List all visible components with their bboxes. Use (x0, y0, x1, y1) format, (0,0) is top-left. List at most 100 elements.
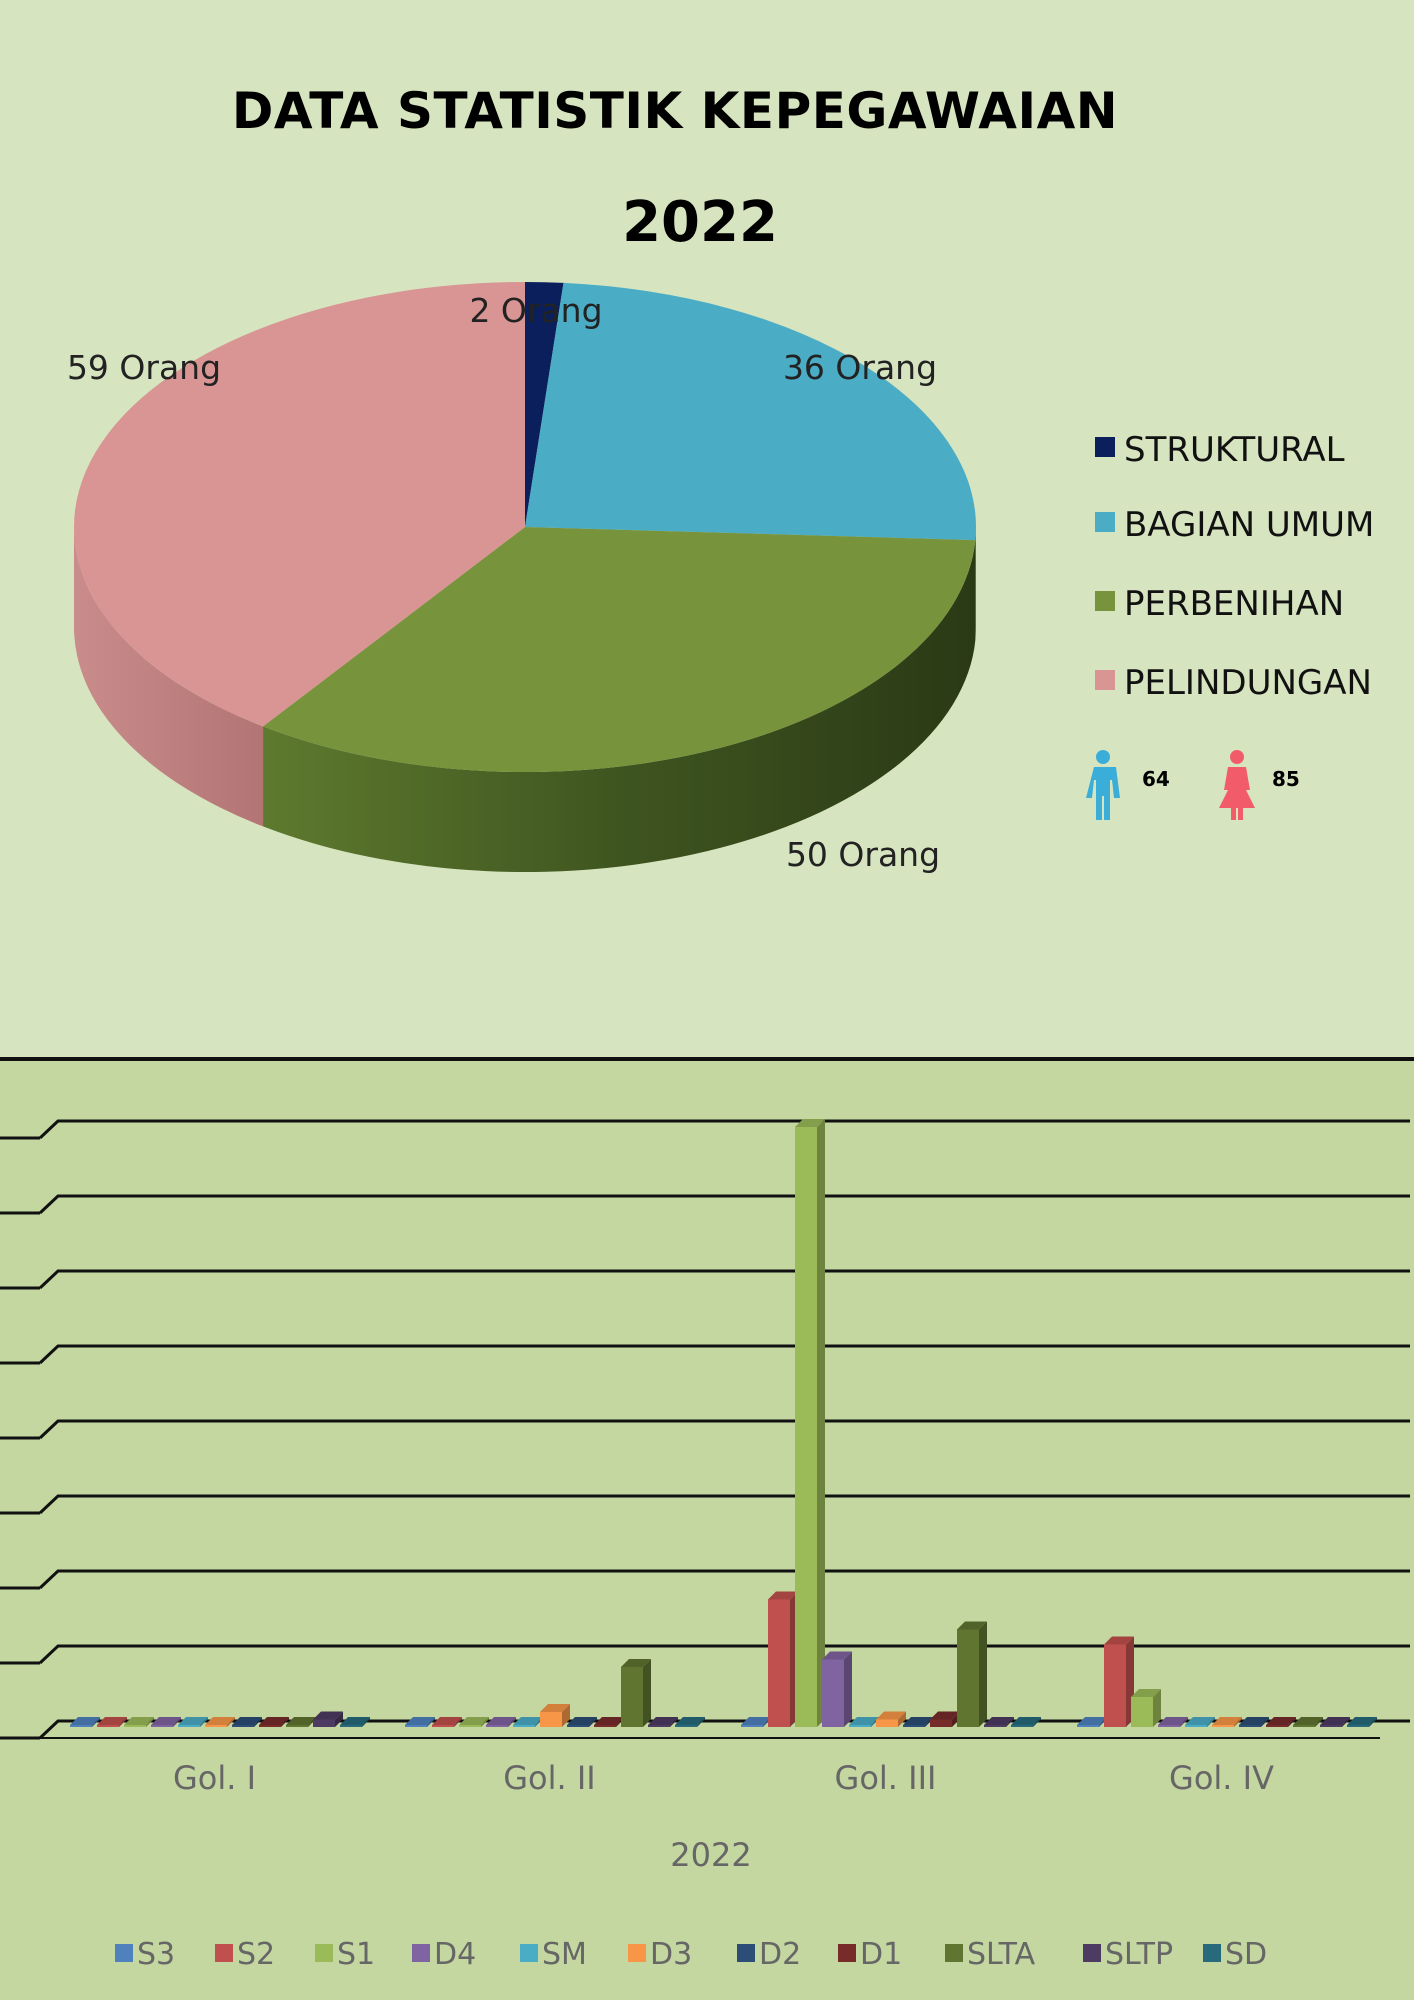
bar-s2-0 (97, 1717, 127, 1727)
gridline (38, 1344, 1410, 1365)
gender-counts: 64 85 (1086, 750, 1300, 820)
bar-d1-2 (930, 1711, 960, 1727)
bar-s1-3 (1131, 1689, 1161, 1727)
pie-slice-struktural (525, 282, 564, 527)
legend-swatch (412, 1944, 430, 1962)
bar-d1-1 (594, 1717, 624, 1727)
bar-d3-2 (876, 1711, 906, 1727)
gridline (38, 1644, 1410, 1665)
legend-label: D4 (434, 1937, 476, 1972)
legend-swatch (1095, 591, 1115, 611)
bar-sd-1 (675, 1717, 705, 1727)
section-divider (0, 1057, 1414, 1061)
x-axis-title: 2022 (670, 1836, 751, 1874)
bar-s1-1 (459, 1717, 489, 1727)
pie-slice-bagian-umum (525, 282, 977, 541)
gridline (38, 1194, 1410, 1215)
pie-data-label: 50 Orang (786, 835, 940, 874)
legend-swatch (215, 1944, 233, 1962)
bar-sltp-0 (313, 1711, 343, 1727)
gridline (38, 1119, 1410, 1140)
category-label: Gol. IV (1169, 1759, 1274, 1797)
bar-d3-1 (540, 1704, 570, 1727)
male-icon (1086, 750, 1120, 820)
category-label: Gol. II (503, 1759, 595, 1797)
gridline (38, 1419, 1410, 1440)
legend-label: D1 (860, 1937, 902, 1972)
legend-swatch (1095, 437, 1115, 457)
bar-d2-0 (232, 1717, 262, 1727)
legend-swatch (1083, 1944, 1101, 1962)
legend-swatch (315, 1944, 333, 1962)
bar-sltp-1 (648, 1717, 678, 1727)
legend-swatch (1203, 1944, 1221, 1962)
legend-swatch (945, 1944, 963, 1962)
bar-s3-2 (741, 1717, 771, 1727)
bar-chart: Gol. I Gol. II Gol. III Gol. IV 2022 S3 S2 S1… (0, 1119, 1410, 1972)
bar-d2-2 (903, 1717, 933, 1727)
bar-slta-1 (621, 1659, 651, 1727)
bar-sm-3 (1185, 1717, 1215, 1727)
bar-d4-0 (151, 1717, 181, 1727)
bar-d4-1 (486, 1717, 516, 1727)
legend-swatch (737, 1944, 755, 1962)
legend-swatch (628, 1944, 646, 1962)
pie-side-pelindungan (73, 527, 264, 827)
legend-label: SLTA (967, 1937, 1036, 1972)
legend-swatch (1095, 512, 1115, 532)
pie-data-label: 36 Orang (783, 348, 937, 387)
legend-label: BAGIAN UMUM (1124, 505, 1374, 545)
bar-sd-3 (1347, 1717, 1377, 1727)
pie-side-bagian-umum (975, 527, 976, 641)
bar-sltp-2 (984, 1717, 1014, 1727)
legend-swatch (1095, 670, 1115, 690)
bar-d2-3 (1239, 1717, 1269, 1727)
legend-label: D2 (759, 1937, 801, 1972)
page-title: DATA STATISTIK KEPEGAWAIAN (231, 82, 1119, 140)
pie-data-label: 59 Orang (67, 348, 221, 387)
bar-slta-0 (286, 1717, 316, 1727)
category-label: Gol. III (835, 1759, 937, 1797)
pie-slice-perbenihan (263, 527, 976, 772)
legend-swatch (115, 1944, 133, 1962)
legend-label: SLTP (1105, 1937, 1173, 1972)
legend-label: STRUKTURAL (1124, 430, 1345, 470)
legend-label: PERBENIHAN (1124, 584, 1344, 624)
bar-s2-2 (768, 1591, 798, 1727)
bar-slta-3 (1293, 1717, 1323, 1727)
legend-label: S2 (237, 1937, 275, 1972)
gridline (38, 1494, 1410, 1515)
bar-s1-2 (795, 1119, 825, 1727)
pie-slice-pelindungan (74, 282, 525, 727)
bar-slta-2 (957, 1621, 987, 1727)
bar-sm-0 (178, 1717, 208, 1727)
male-count: 64 (1142, 767, 1170, 791)
bar-d4-2 (822, 1651, 852, 1727)
bar-section (0, 1061, 1414, 2000)
legend-label: S1 (337, 1937, 375, 1972)
bar-sm-1 (513, 1717, 543, 1727)
bar-s1-0 (124, 1717, 154, 1727)
bar-sltp-3 (1320, 1717, 1350, 1727)
gridline (38, 1569, 1410, 1590)
legend-label: D3 (650, 1937, 692, 1972)
pie-side-perbenihan (263, 540, 976, 873)
gridline (38, 1269, 1410, 1290)
legend-swatch (520, 1944, 538, 1962)
bar-sd-2 (1011, 1717, 1041, 1727)
pie-chart: 2 Orang 36 Orang 50 Orang 59 Orang STRUKTUR… (67, 282, 1374, 874)
bar-sd-0 (340, 1717, 370, 1727)
bar-s3-3 (1077, 1717, 1107, 1727)
legend-label: S3 (137, 1937, 175, 1972)
female-icon (1219, 750, 1255, 820)
bar-s3-0 (70, 1717, 100, 1727)
legend-label: SM (542, 1937, 587, 1972)
bar-sm-2 (849, 1717, 879, 1727)
bar-d1-3 (1266, 1717, 1296, 1727)
bar-d1-0 (259, 1717, 289, 1727)
bar-d2-1 (567, 1717, 597, 1727)
pie-data-label: 2 Orang (469, 291, 602, 330)
bar-d3-0 (205, 1717, 235, 1727)
year-title: 2022 (622, 190, 778, 255)
legend-swatch (838, 1944, 856, 1962)
